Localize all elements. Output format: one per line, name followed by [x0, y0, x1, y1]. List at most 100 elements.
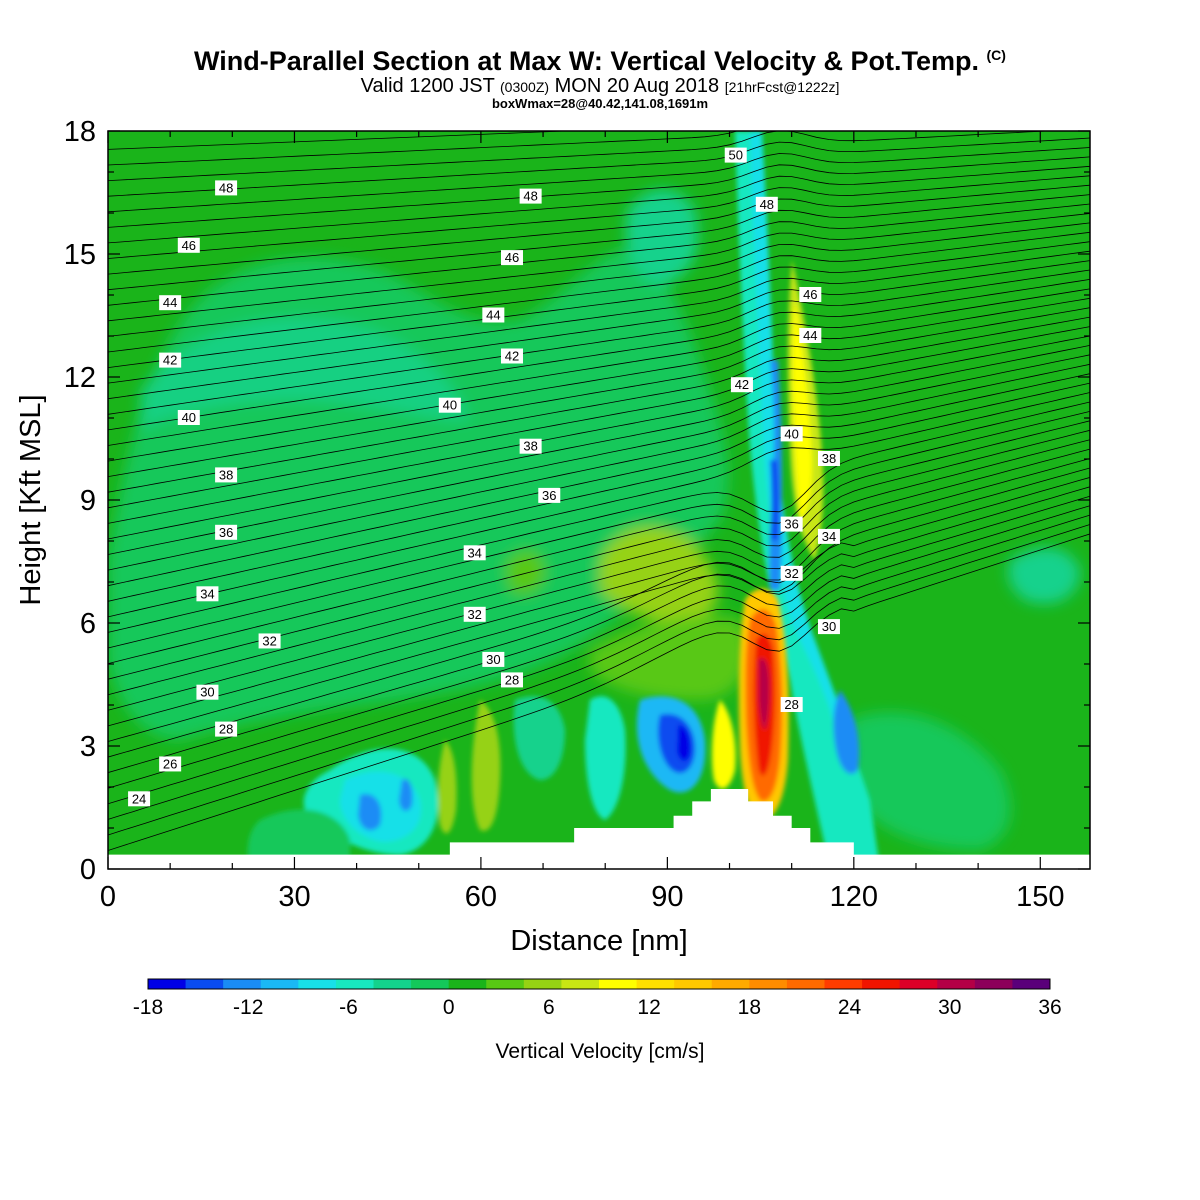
- contour-label: 28: [780, 697, 803, 712]
- colorbar-swatch: [974, 979, 1013, 989]
- colorbar-swatch: [335, 979, 374, 989]
- isentrope-line: [108, 147, 1090, 213]
- contour-label-box: [817, 619, 840, 635]
- contour-label-box: [463, 606, 486, 622]
- main-updraft-max: [759, 658, 770, 730]
- contour-label-box: [780, 426, 803, 442]
- isentrope-line: [108, 241, 1090, 368]
- downdraft-lower-band: [788, 620, 845, 800]
- contour-label-text: 34: [200, 586, 214, 601]
- contour-label-text: 32: [262, 633, 276, 648]
- isentrope-line: [108, 175, 1090, 259]
- contour-label-box: [500, 348, 523, 364]
- contour-label-box: [482, 651, 505, 667]
- colorbar-swatch: [486, 979, 525, 989]
- contour-label-box: [780, 565, 803, 581]
- contour-label-box: [438, 397, 461, 413]
- colorbar-tick-label: 24: [838, 996, 862, 1019]
- y-tick-label: 18: [64, 116, 96, 148]
- lee-downdraft: [850, 712, 1011, 850]
- contour-label: 34: [196, 586, 219, 602]
- contour-label-text: 30: [486, 652, 500, 667]
- contour-label: 42: [730, 377, 753, 393]
- y-tick-label: 15: [64, 239, 96, 271]
- colorbar-swatch: [523, 979, 562, 989]
- contour-label-text: 42: [163, 353, 177, 368]
- colorbar-swatch: [411, 979, 450, 989]
- contour-label: 48: [519, 188, 542, 204]
- downdraft-lower-core: [833, 690, 860, 774]
- isentrope-line: [108, 165, 1090, 244]
- x-tick-label: 150: [1016, 881, 1064, 913]
- contour-label: 30: [482, 651, 505, 667]
- contour-label-box: [538, 487, 561, 503]
- contour-label: 44: [159, 295, 182, 311]
- contour-label: 38: [817, 451, 840, 466]
- contour-label: 44: [799, 328, 822, 343]
- isentrope-line: [108, 420, 1090, 664]
- contour-label: 48: [215, 180, 238, 196]
- contour-label-text: 46: [505, 250, 519, 265]
- contour-label-box: [500, 250, 523, 266]
- isentrope-line: [108, 467, 1090, 742]
- isentrope-line: [108, 137, 1090, 197]
- isentrope-line: [108, 495, 1090, 789]
- contour-label-box: [215, 524, 238, 540]
- contour-label: 46: [177, 237, 200, 253]
- y-axis-label: Height [Kft MSL]: [15, 394, 47, 605]
- colorbar-tick-label: 12: [637, 996, 660, 1019]
- cyan-cell-a: [585, 696, 626, 820]
- updraft-cell-c: [471, 700, 501, 831]
- isentrope-line: [108, 307, 1090, 477]
- valid-time-zulu: (0300Z): [500, 79, 550, 95]
- title-block: Wind-Parallel Section at Max W: Vertical…: [0, 40, 1200, 111]
- contour-label-box: [128, 791, 151, 807]
- updraft-cell-d: [437, 740, 457, 834]
- isentrope-line: [108, 335, 1090, 524]
- updraft-shelf: [590, 616, 748, 700]
- colorbar-swatch: [561, 979, 600, 989]
- updraft-patch-small: [505, 550, 545, 594]
- x-tick-label: 0: [100, 881, 116, 913]
- valid-time-line: Valid 1200 JST (0300Z) MON 20 Aug 2018 […: [0, 76, 1200, 97]
- colorbar-swatch: [599, 979, 638, 989]
- contour-label: 36: [538, 487, 561, 503]
- x-tick-label: 120: [830, 881, 878, 913]
- contour-label-box: [215, 467, 238, 483]
- isentrope-line: [108, 533, 1090, 851]
- isentrope-line: [108, 524, 1090, 836]
- updraft-upper-core: [792, 300, 812, 520]
- colorbar-tick-label: 36: [1038, 996, 1061, 1019]
- isentrope-line: [108, 486, 1090, 773]
- contour-label-text: 44: [486, 308, 500, 323]
- contour-label-box: [799, 328, 822, 343]
- contour-label-text: 32: [467, 607, 481, 622]
- right-downdraft-patch: [1008, 547, 1080, 604]
- contour-label-text: 40: [182, 410, 196, 425]
- y-tick-label: 0: [80, 854, 96, 886]
- chart-title: Wind-Parallel Section at Max W: Vertical…: [0, 40, 1200, 76]
- isentrope-line: [108, 231, 1090, 353]
- colorbar-swatch: [711, 979, 750, 989]
- contour-label-text: 44: [163, 295, 177, 310]
- contour-label-text: 42: [505, 349, 519, 364]
- isentrope-line: [108, 260, 1090, 400]
- colorbar-swatch: [373, 979, 412, 989]
- contour-label-box: [730, 377, 753, 393]
- isentrope-line: [108, 411, 1090, 649]
- isentrope-line: [108, 194, 1090, 291]
- contour-label: 40: [438, 397, 461, 413]
- contour-label: 30: [817, 619, 840, 635]
- isentrope-line: [108, 316, 1090, 493]
- colorbar-tick-label: -6: [339, 996, 358, 1019]
- downdraft-left-core-2: [399, 779, 413, 812]
- isentrope-line: [108, 458, 1090, 727]
- contour-label-text: 38: [822, 451, 836, 466]
- isentrope-line: [108, 392, 1090, 618]
- isentrope-line: [108, 514, 1090, 820]
- contour-label-text: 48: [760, 197, 774, 212]
- contour-label: 44: [482, 307, 505, 323]
- colorbar-swatch: [298, 979, 337, 989]
- isentrope-line: [108, 279, 1090, 431]
